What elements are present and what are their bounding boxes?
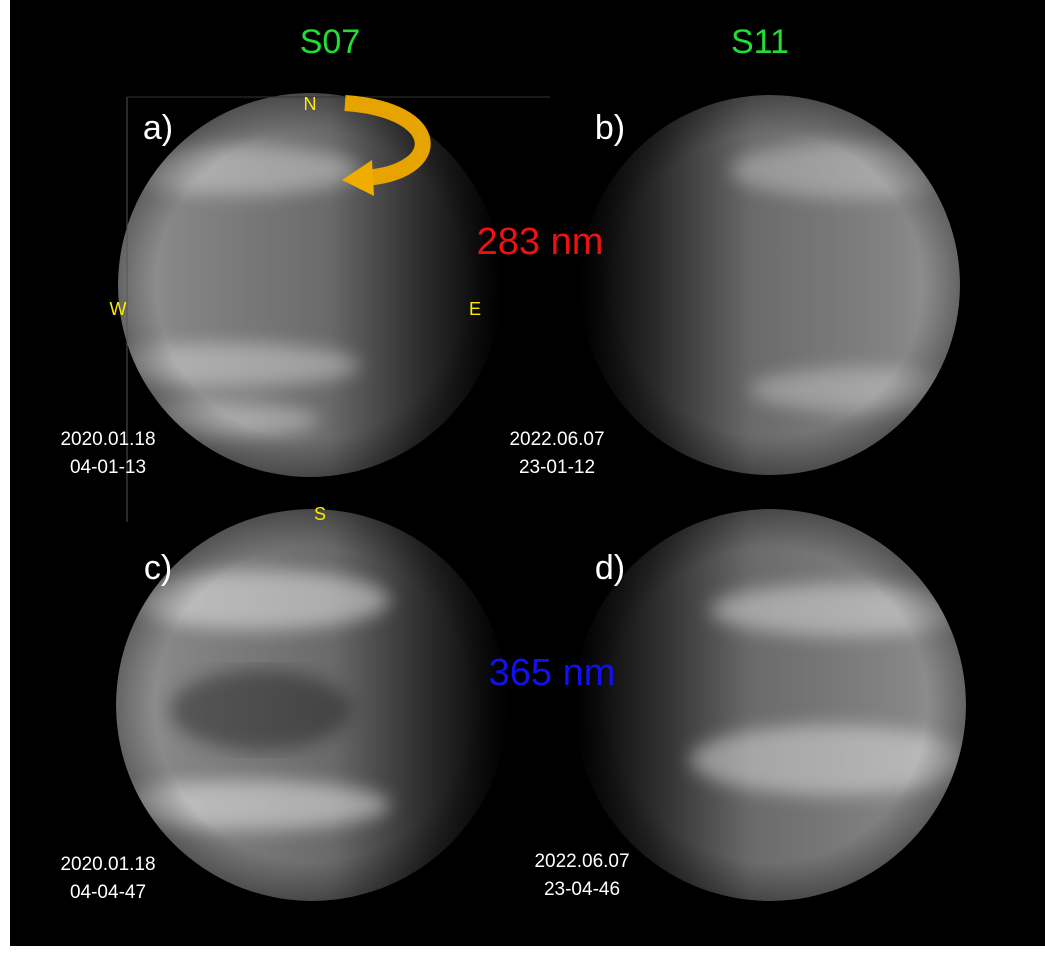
date: 2020.01.18: [60, 854, 155, 875]
time: 04-01-13: [70, 457, 146, 478]
panel-label: b): [595, 109, 625, 147]
compass-label: E: [469, 299, 481, 319]
column-title: S07: [300, 23, 361, 61]
wavelength: 365 nm: [489, 652, 616, 694]
date: 2022.06.07: [534, 851, 629, 872]
date: 2022.06.07: [509, 429, 604, 450]
panel-label: d): [595, 549, 625, 587]
wavelength: 283 nm: [477, 221, 604, 263]
date: 2020.01.18: [60, 429, 155, 450]
rotation-arrow: [342, 95, 431, 196]
column-title: S11: [731, 23, 789, 61]
time: 23-01-12: [519, 457, 595, 478]
panel-label: c): [144, 549, 172, 587]
panel-label: a): [143, 109, 173, 147]
planet-image: [116, 509, 508, 901]
compass-label: W: [110, 299, 127, 319]
compass-label: S: [314, 504, 326, 524]
planet-image: [118, 93, 502, 477]
planet-image: [574, 509, 966, 901]
time: 23-04-46: [544, 879, 620, 900]
compass-label: N: [304, 94, 317, 114]
time: 04-04-47: [70, 882, 146, 903]
